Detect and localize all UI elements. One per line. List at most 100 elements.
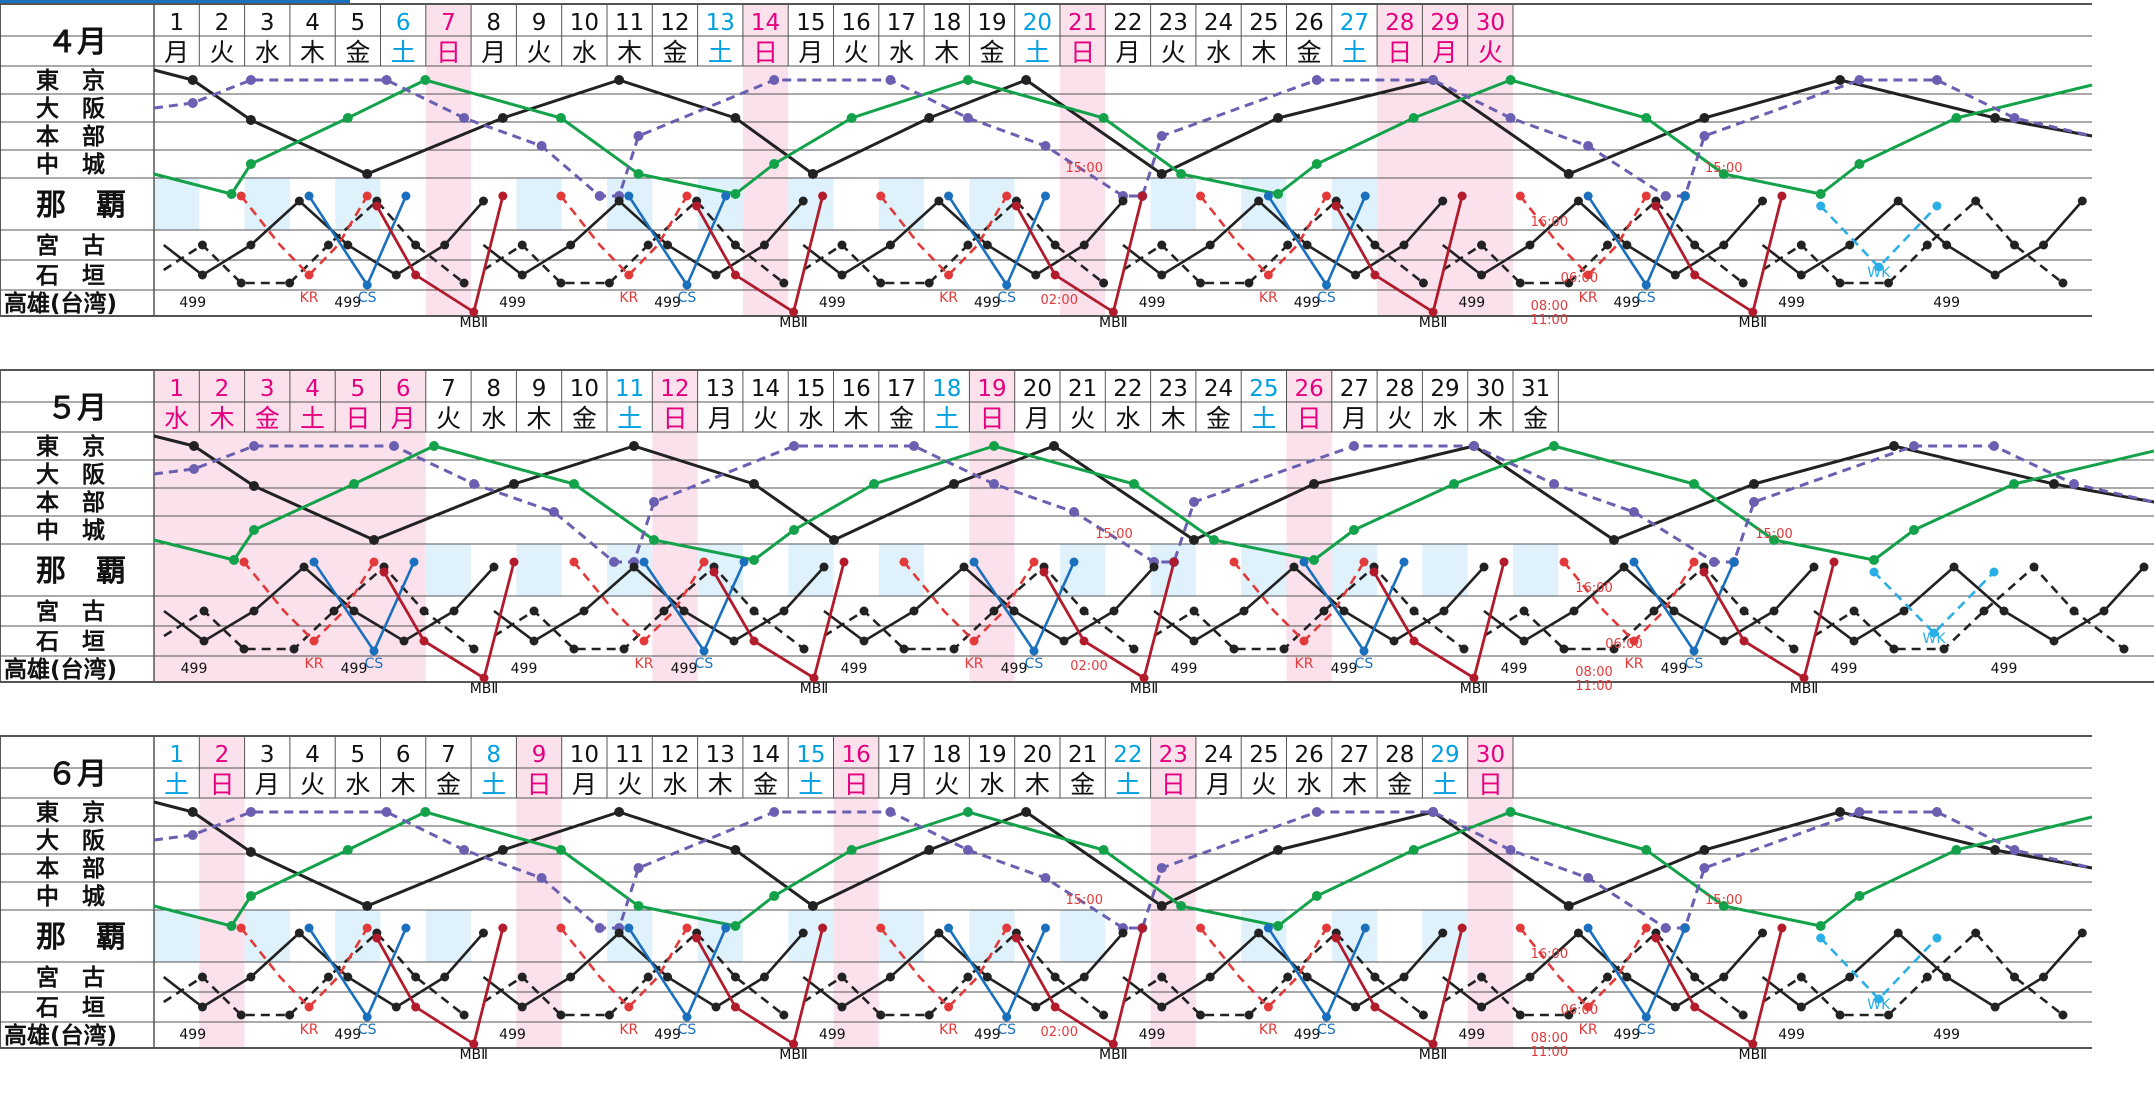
port-call-dot (189, 464, 199, 474)
port-call-dot (949, 479, 959, 489)
port-label-kaohsiung: 高雄(台湾) (4, 290, 117, 317)
route-line-wk (1873, 571, 1995, 635)
port-call-dot (1021, 807, 1032, 817)
port-call-dot (1428, 307, 1438, 317)
port-call-dot (699, 557, 709, 567)
day-number: 13 (706, 742, 735, 768)
naha-band (1513, 544, 1559, 596)
port-call-dot (1629, 557, 1639, 567)
weekday-label: 日 (345, 404, 370, 433)
day-number: 9 (532, 742, 547, 768)
port-call-dot (1718, 901, 1729, 911)
route-code-499: 499 (1139, 295, 1166, 311)
port-call-dot (1399, 972, 1409, 982)
route-line-south-black-dashed (1761, 931, 2064, 1017)
port-call-dot (624, 191, 634, 201)
route-code-cs: CS (1317, 1022, 1336, 1038)
port-call-dot (2049, 479, 2059, 489)
weekday-label: 月 (481, 38, 506, 67)
holiday-column (1467, 4, 1513, 316)
month-label: ６月 (47, 757, 107, 792)
day-number: 3 (260, 10, 275, 36)
day-number: 10 (570, 376, 599, 402)
port-call-dot (1884, 278, 1894, 288)
port-call-dot (1049, 441, 1059, 451)
day-number: 19 (977, 742, 1006, 768)
route-code-499: 499 (334, 295, 361, 311)
port-call-dot (1789, 644, 1799, 654)
route-code-mb: MBⅡ (779, 1047, 808, 1063)
port-call-dot (556, 1010, 566, 1020)
port-call-dot (1649, 606, 1659, 616)
port-call-dot (798, 928, 808, 938)
port-call-dot (2039, 240, 2049, 250)
route-code-kr: KR (1259, 290, 1278, 306)
header-bar (0, 0, 350, 4)
port-call-dot (1229, 557, 1239, 567)
day-number: 28 (1385, 376, 1414, 402)
route-code-mb: MBⅡ (1419, 315, 1448, 331)
port-call-dot (1796, 240, 1806, 250)
holiday-column (969, 370, 1015, 682)
day-number: 27 (1340, 376, 1369, 402)
port-call-dot (909, 606, 919, 616)
route-code-499: 499 (1139, 1027, 1166, 1043)
weekday-label: 月 (708, 404, 733, 433)
weekday-label: 水 (889, 38, 914, 67)
port-call-dot (1990, 845, 2001, 855)
port-call-dot (711, 1002, 721, 1012)
day-number: 30 (1476, 376, 1505, 402)
port-call-dot (529, 636, 539, 646)
route-line-south-black-dashed (482, 199, 785, 285)
weekday-label: 水 (798, 404, 823, 433)
naha-band (516, 178, 562, 230)
weekday-label: 火 (753, 404, 778, 433)
day-number: 10 (570, 742, 599, 768)
day-number: 4 (305, 376, 320, 402)
route-code-499: 499 (654, 295, 681, 311)
port-call-dot (236, 1010, 246, 1020)
port-call-dot (1777, 191, 1787, 201)
port-call-dot (982, 240, 992, 250)
route-line-mb (1334, 927, 1464, 1046)
day-number: 1 (169, 742, 184, 768)
port-call-dot (469, 644, 479, 654)
port-call-dot (304, 1002, 314, 1012)
time-label: 15:00 (1095, 527, 1132, 542)
port-call-dot (245, 115, 256, 125)
port-call-dot (1505, 75, 1516, 85)
port-call-dot (1359, 646, 1369, 656)
port-call-dot (1719, 240, 1729, 250)
port-call-dot (679, 606, 689, 616)
route-code-cs: CS (365, 656, 384, 672)
port-call-dot (1738, 278, 1748, 288)
weekday-label: 火 (1251, 770, 1276, 799)
weekday-label: 土 (300, 404, 325, 433)
port-call-dot (1311, 159, 1322, 169)
port-call-dot (1040, 873, 1051, 883)
weekday-label: 日 (1387, 38, 1412, 67)
port-call-dot (1939, 644, 1949, 654)
port-call-dot (236, 278, 246, 288)
route-line-south-black-dashed (493, 565, 805, 651)
route-code-499: 499 (179, 1027, 206, 1043)
port-call-dot (1319, 606, 1329, 616)
port-call-dot (1409, 606, 1419, 616)
naha-band (1331, 544, 1378, 596)
day-number: 6 (396, 742, 411, 768)
port-call-dot (949, 644, 959, 654)
port-call-dot (721, 923, 731, 933)
day-number: 7 (441, 376, 456, 402)
time-label: 16:00 (1575, 581, 1612, 596)
port-call-dot (1156, 169, 1167, 179)
port-call-dot (1279, 644, 1289, 654)
weekday-label: 月 (798, 38, 823, 67)
weekday-label: 月 (391, 404, 416, 433)
route-code-kr: KR (619, 290, 638, 306)
route-line-south-black-dashed (802, 931, 1105, 1017)
port-label-kaohsiung: 高雄(台湾) (4, 1022, 117, 1049)
route-line-south-black-dashed (1122, 199, 1425, 285)
route-code-kr: KR (1579, 1022, 1598, 1038)
port-call-dot (249, 606, 259, 616)
port-call-dot (1254, 928, 1264, 938)
